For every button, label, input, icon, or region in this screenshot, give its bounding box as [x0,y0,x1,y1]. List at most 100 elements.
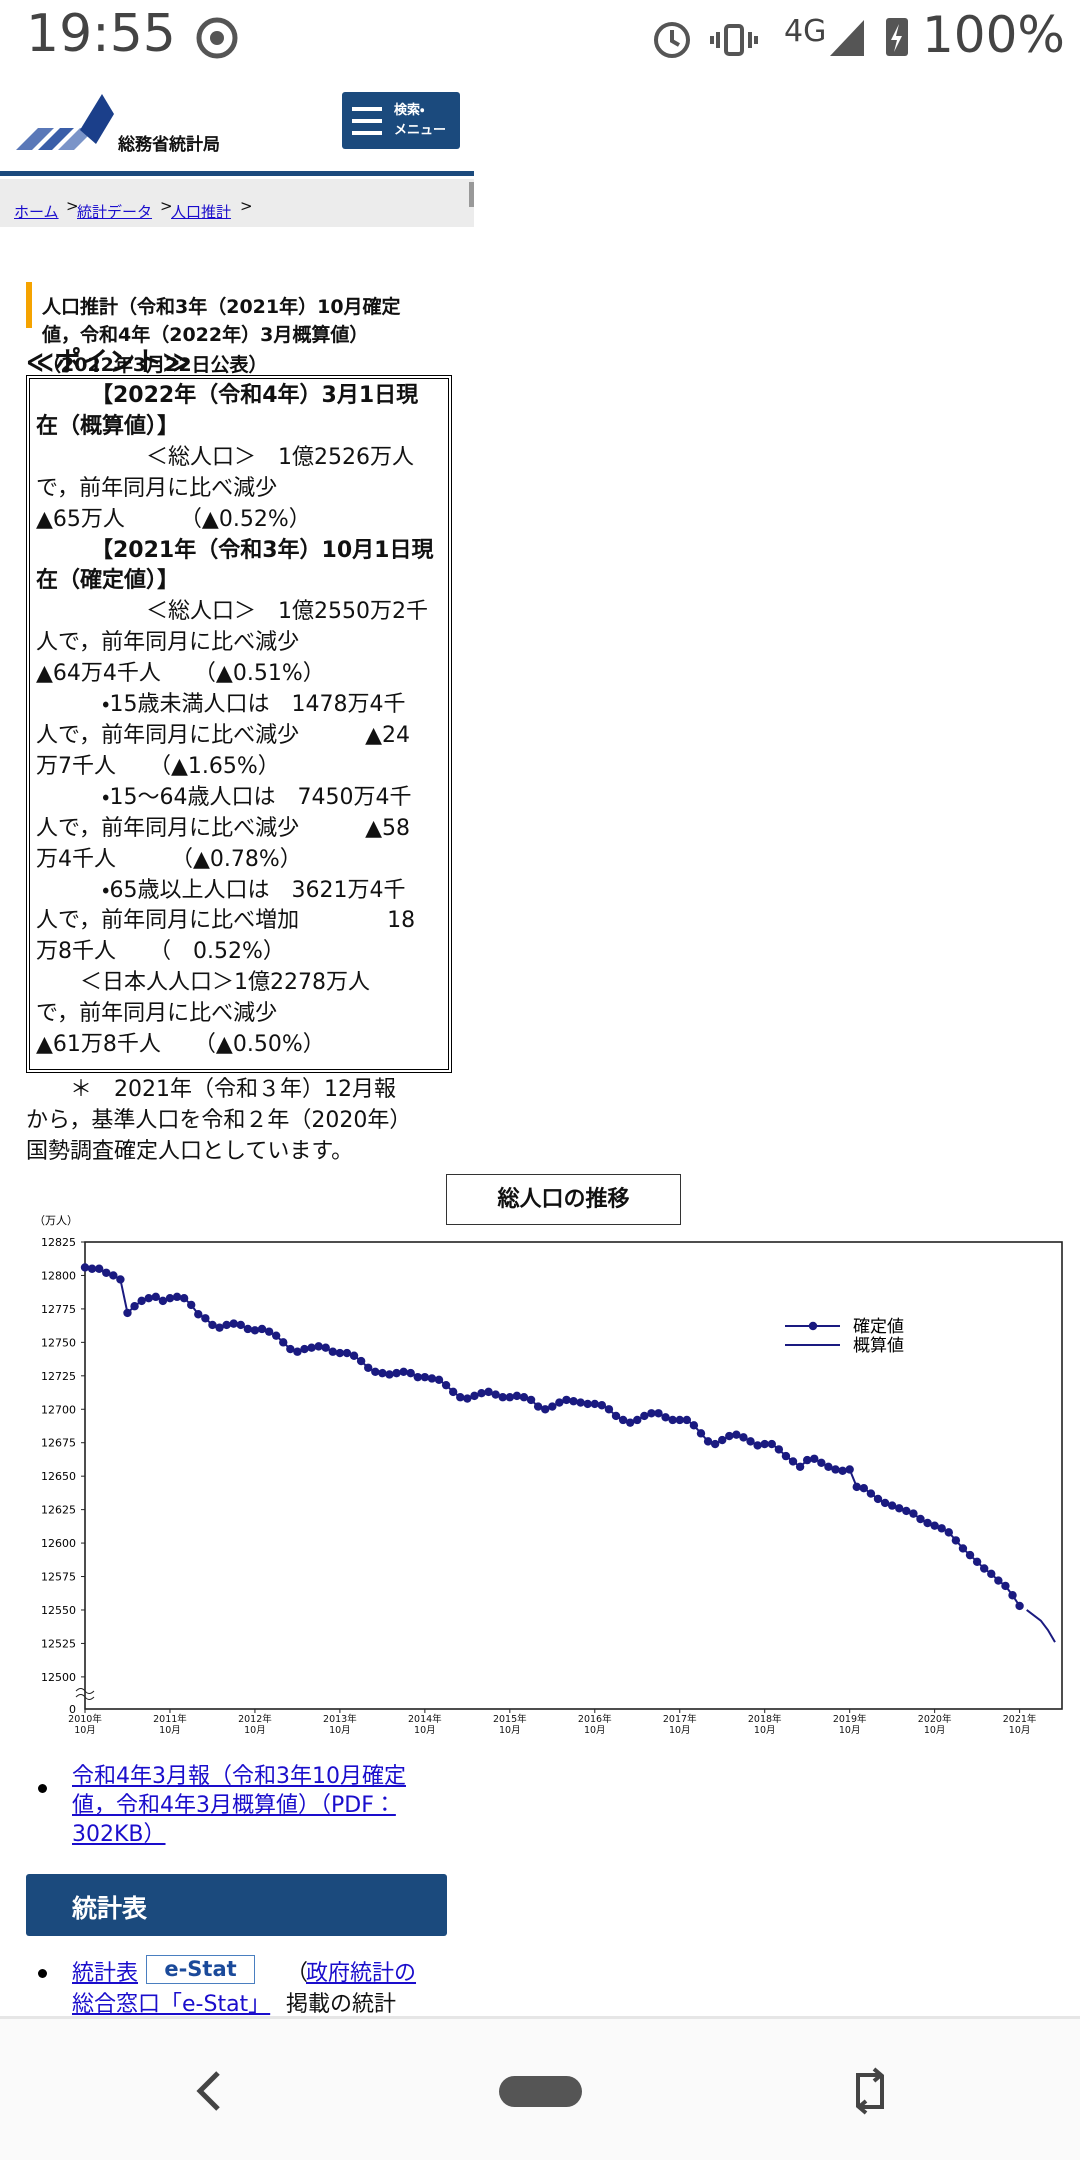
menu-label: 検索・ メニュー [394,101,446,141]
point [94,1264,104,1273]
estat-link[interactable]: 政府統計の [306,1961,417,1986]
x-tick-label: 2019年 10月 [832,1714,867,1736]
x-tick-label: 2016年 10月 [577,1714,612,1736]
x-tick-label: 2018年 10月 [747,1714,782,1736]
point [618,1415,628,1425]
point [880,1498,890,1508]
point [434,1375,444,1385]
point [866,1489,876,1498]
section-title: 統計表 [72,1894,148,1923]
chart-svg: （万人） 12500 12525 12550 12575 12600 12625 12650 1… [34,1214,1063,1716]
point [165,1294,175,1303]
point [229,1319,238,1328]
chrome-icon [196,17,238,59]
point [512,1391,522,1401]
point [194,1310,203,1319]
y-tick-label: 12650 [41,1470,76,1483]
x-tick-label: 2012年 10月 [238,1714,272,1736]
points-line: ▲61万8千人 （▲0.50%） [36,1032,325,1058]
y-tick-label: 12675 [41,1437,76,1450]
point [293,1347,302,1356]
point [364,1363,373,1372]
points-line: 人で，前年同月に比べ減少 [36,630,300,656]
site-name: 総務省統計局 [118,135,220,155]
estat-logo[interactable]: e-Stat [146,1955,255,1984]
point [824,1462,833,1472]
point [456,1393,465,1402]
point [710,1439,720,1449]
point [477,1389,486,1398]
report-link[interactable]: 302KB） [72,1822,166,1847]
point [583,1399,592,1409]
note-line: から，基準人口を令和２年（2020年） [26,1108,412,1133]
y-tick-label: 12550 [41,1604,76,1617]
point [753,1441,762,1450]
y-unit: （万人） [34,1214,78,1227]
points-line: ＜日本人人口＞1億2278万人 [36,970,370,996]
point [951,1536,961,1545]
home-button[interactable] [499,2076,582,2107]
point [788,1457,798,1466]
point [979,1564,989,1573]
points-line: ＜総人口＞ 1億2550万2千 [36,599,428,625]
menu-button[interactable]: 検索・ メニュー [342,92,460,149]
point [774,1445,784,1454]
report-link[interactable]: 値，令和4年3月概算値）（PDF： [72,1793,396,1818]
point [300,1344,309,1354]
status-battery: 100% [922,6,1065,64]
points-line: 万8千人 （ 0.52%） [36,939,285,965]
point [371,1367,380,1376]
point [654,1409,663,1418]
point [852,1482,861,1492]
points-line: で，前年同月に比べ減少 [36,475,278,501]
point [151,1292,161,1302]
point [909,1509,918,1518]
point [533,1402,543,1411]
point [965,1550,975,1560]
point [491,1390,500,1399]
point [661,1413,670,1422]
point [887,1501,897,1510]
points-line: 人で，前年同月に比べ減少 ▲24 [36,722,411,748]
report-link[interactable]: 令和4年3月報（令和3年10月確定 [72,1764,406,1789]
point [335,1348,345,1358]
point [725,1431,734,1441]
point [392,1368,401,1378]
breadcrumb-link[interactable]: 人口推計 [171,203,232,221]
point [767,1439,776,1449]
plot-frame [84,1241,1063,1710]
rotate-button[interactable] [850,2063,890,2119]
points-line: 【2021年（令和3年）10月1日現 [36,537,434,563]
y-tick-label: 12575 [41,1571,76,1584]
point [137,1296,146,1306]
point [994,1576,1003,1585]
points-label: ≪ポイント≫ [26,347,191,378]
point [703,1437,713,1446]
point [314,1342,323,1351]
point [972,1557,982,1567]
points-line: で，前年同月に比べ減少 [36,1001,278,1027]
estat-link[interactable]: 総合窓口「e-Stat」 [72,1992,271,2017]
stat-link[interactable]: 統計表 [72,1961,139,1986]
back-button[interactable] [190,2069,226,2113]
point [116,1275,125,1284]
point [1015,1601,1024,1611]
point [158,1296,168,1306]
stat-item: 統計表 e-Stat （ 政府統計の 総合窓口「e-Stat」 掲載の統計 [0,1940,1080,2018]
point [264,1327,274,1336]
x-tick-label: 2020年 10月 [917,1714,952,1736]
point [675,1415,684,1425]
points-box: 【2022年（令和4年）3月1日現 在（概算値）】 ＜総人口＞ 1億2526万人で… [26,375,452,1073]
point [555,1398,564,1407]
y-tick-label: 12775 [41,1303,76,1316]
point [385,1370,394,1379]
y-tick-label: 12600 [41,1537,76,1550]
point [179,1294,189,1303]
menu-label-line: 検索・ [394,103,425,118]
point [930,1521,939,1530]
breadcrumb-link[interactable]: 統計データ [77,203,153,221]
breadcrumb-link[interactable]: ホーム [14,203,59,221]
y-break-label: 0 [69,1703,76,1716]
point [427,1374,437,1383]
point [243,1324,253,1334]
